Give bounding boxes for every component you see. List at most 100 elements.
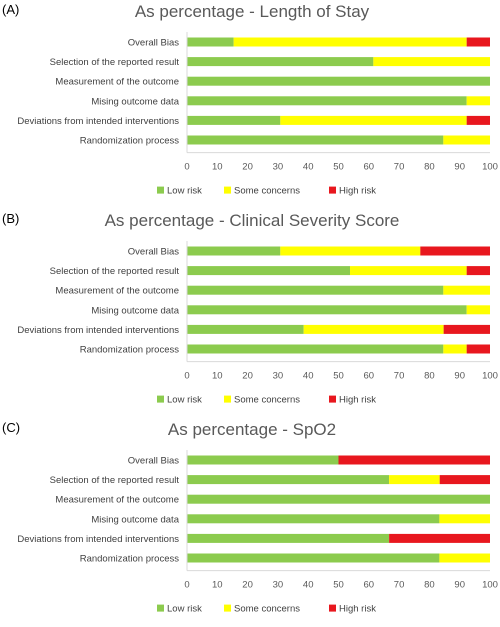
x-tick-label: 10 [212,162,223,173]
legend-label: Some concerns [234,186,300,197]
legend-label: High risk [339,604,376,615]
category-label: Randomization process [80,554,180,565]
x-tick-label: 90 [454,162,465,173]
bar-segment [466,96,490,106]
bar-segment [233,37,467,47]
bar-segment [187,115,281,125]
x-tick-label: 20 [242,162,253,173]
legend-label: Low risk [167,395,202,406]
x-tick-label: 60 [364,371,375,382]
x-tick-label: 100 [482,371,498,382]
x-tick-label: 100 [482,162,498,173]
category-label: Selection of the reported result [50,57,180,68]
bar-segment [389,475,440,485]
x-tick-label: 50 [333,162,344,173]
bar-segment [187,285,444,295]
legend-swatch [329,186,336,194]
bar-segment [466,344,490,354]
legend-label: Some concerns [234,604,300,615]
bar-segment [187,553,440,563]
category-label: Overall Bias [128,247,179,258]
legend-label: High risk [339,395,376,406]
bar-segment [187,37,234,47]
legend-swatch [157,395,164,403]
category-label: Mising outcome data [91,96,179,107]
chart-title: As percentage - SpO2 [168,420,336,439]
legend-swatch [329,395,336,403]
bar-segment [466,37,490,47]
x-tick-label: 90 [454,580,465,591]
bar-segment [443,324,490,334]
category-label: Randomization process [80,345,180,356]
legend-swatch [157,604,164,612]
x-tick-label: 30 [273,580,284,591]
x-tick-label: 60 [364,580,375,591]
x-tick-label: 80 [424,371,435,382]
bar-segment [187,76,490,86]
legend-swatch [224,604,231,612]
category-label: Randomization process [80,136,180,147]
category-label: Selection of the reported result [50,475,180,486]
bar-segment [187,494,490,504]
bar-segment [187,57,374,67]
bar-segment [443,135,490,145]
x-tick-label: 90 [454,371,465,382]
bar-segment [439,514,490,524]
bar-segment [187,135,444,145]
x-tick-label: 40 [303,580,314,591]
panel-label: (C) [2,420,20,435]
bar-segment [187,344,444,354]
category-label: Measurement of the outcome [55,77,179,88]
bar-segment [420,246,490,256]
legend-label: Some concerns [234,395,300,406]
bar-segment [443,344,467,354]
x-tick-label: 30 [273,162,284,173]
x-tick-label: 10 [212,371,223,382]
x-tick-label: 40 [303,371,314,382]
bar-segment [439,553,490,563]
bar-segment [187,514,440,524]
x-tick-label: 0 [184,371,189,382]
legend-label: Low risk [167,604,202,615]
x-tick-label: 80 [424,162,435,173]
legend-swatch [224,186,231,194]
category-label: Deviations from intended interventions [17,534,179,545]
category-label: Mising outcome data [91,305,179,316]
bar-segment [338,455,490,465]
x-tick-label: 70 [394,162,405,173]
legend-label: Low risk [167,186,202,197]
x-tick-label: 40 [303,162,314,173]
x-tick-label: 30 [273,371,284,382]
bar-segment [443,285,490,295]
bar-segment [187,266,351,276]
bar-segment [187,475,390,485]
bar-segment [187,305,467,315]
x-tick-label: 70 [394,580,405,591]
category-label: Selection of the reported result [50,266,180,277]
x-tick-label: 80 [424,580,435,591]
x-tick-label: 50 [333,371,344,382]
chart-title: As percentage - Length of Stay [135,2,370,21]
bar-segment [389,533,490,543]
legend-swatch [224,395,231,403]
x-tick-label: 100 [482,580,498,591]
bar-segment [187,455,339,465]
panel-label: (B) [2,211,19,226]
x-tick-label: 20 [242,371,253,382]
x-tick-label: 70 [394,371,405,382]
bar-segment [466,266,490,276]
bar-segment [373,57,490,67]
x-tick-label: 10 [212,580,223,591]
category-label: Deviations from intended interventions [17,116,179,127]
panel-label: (A) [2,2,19,17]
bar-segment [466,115,490,125]
bar-segment [187,246,281,256]
bar-segment [187,324,304,334]
legend-label: High risk [339,186,376,197]
bar-segment [280,115,467,125]
category-label: Deviations from intended interventions [17,325,179,336]
bar-segment [303,324,444,334]
bar-segment [466,305,490,315]
x-tick-label: 0 [184,580,189,591]
